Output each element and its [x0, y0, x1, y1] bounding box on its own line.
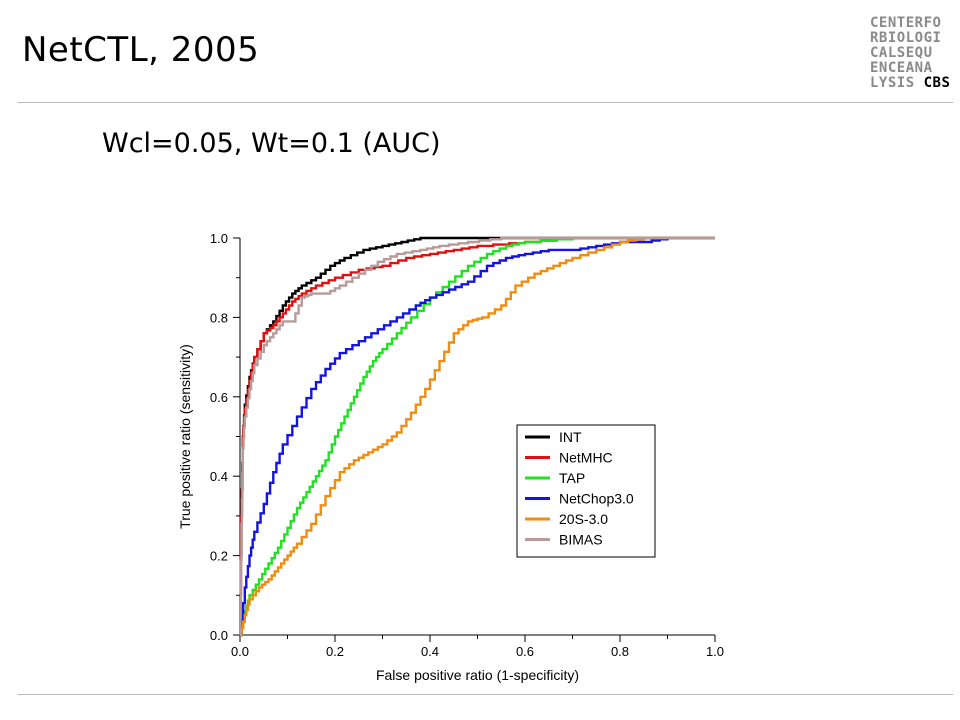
- y-tick-label: 0.2: [210, 549, 228, 564]
- slide-title: NetCTL, 2005: [22, 30, 260, 70]
- slide-subtitle: Wcl=0.05, Wt=0.1 (AUC): [102, 128, 441, 159]
- legend-label: NetMHC: [559, 450, 613, 466]
- x-axis-label: False positive ratio (1-specificity): [376, 667, 579, 683]
- legend-label: NetChop3.0: [559, 491, 634, 507]
- logo-line: ENCEANA: [870, 60, 933, 76]
- series-line-netchop3-0: [240, 236, 715, 637]
- y-tick-label: 0.4: [210, 469, 228, 484]
- legend-label: TAP: [559, 470, 585, 486]
- logo-line: LYSIS: [870, 75, 915, 91]
- y-tick-label: 0.0: [210, 628, 228, 643]
- logo-line: RBIOLOGI: [870, 30, 942, 46]
- x-tick-label: 0.0: [231, 644, 249, 659]
- series-line-tap: [240, 236, 715, 637]
- cbs-logo: CENTERFO RBIOLOGI CALSEQU ENCEANA LYSIS …: [870, 16, 950, 91]
- footer-divider: [18, 694, 953, 695]
- x-tick-label: 0.2: [326, 644, 344, 659]
- logo-line: CALSEQU: [870, 45, 933, 61]
- title-divider: [18, 102, 953, 103]
- logo-cbs: CBS: [923, 75, 951, 91]
- x-tick-label: 0.4: [421, 644, 439, 659]
- logo-line: CENTERFO: [870, 15, 942, 31]
- x-tick-label: 0.8: [611, 644, 629, 659]
- series-line-int: [239, 236, 715, 637]
- y-tick-label: 0.8: [210, 310, 228, 325]
- x-tick-label: 0.6: [516, 644, 534, 659]
- legend-label: BIMAS: [559, 532, 603, 548]
- series-line-bimas: [239, 236, 715, 637]
- series-line-20s-3-0: [240, 236, 715, 637]
- legend-label: 20S-3.0: [559, 511, 608, 527]
- logo-line-last: LYSIS CBS: [870, 76, 950, 91]
- x-tick-label: 1.0: [706, 644, 724, 659]
- y-tick-label: 0.6: [210, 390, 228, 405]
- y-axis-label: True positive ratio (sensitivity): [177, 344, 193, 529]
- y-tick-label: 1.0: [210, 231, 228, 246]
- legend-box: [516, 424, 656, 558]
- legend-label: INT: [559, 429, 582, 445]
